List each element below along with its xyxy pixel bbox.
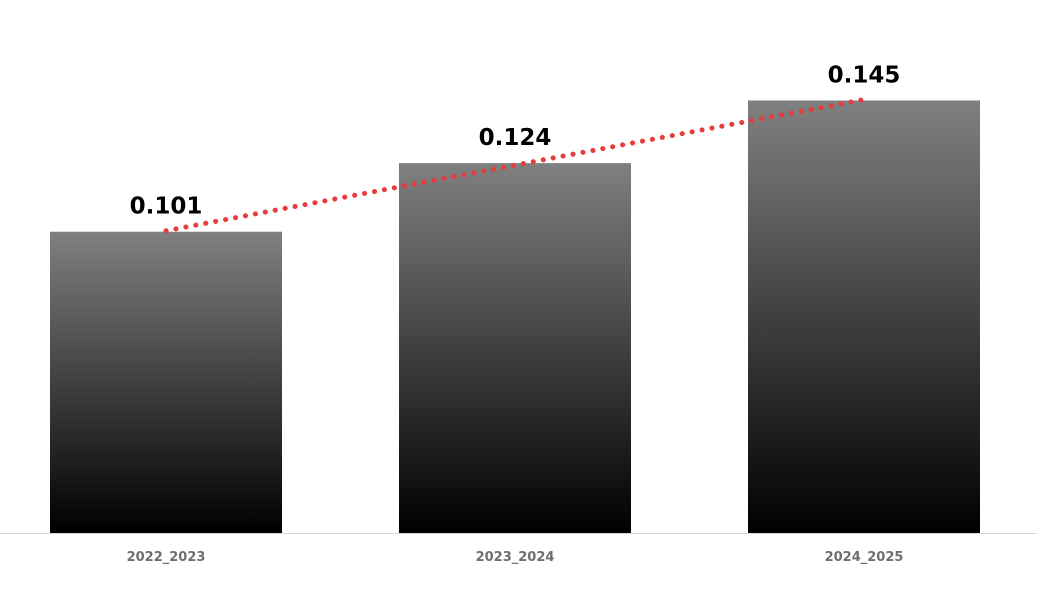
bar-2023_2024 xyxy=(399,163,631,534)
trendline xyxy=(163,96,867,234)
x-tick-labels: 2022_2023 2023_2024 2024_2025 xyxy=(127,550,904,565)
data-label-2022_2023: 0.101 xyxy=(130,194,203,220)
x-tick-label-2022_2023: 2022_2023 xyxy=(127,550,206,565)
bars-layer xyxy=(50,100,980,534)
data-label-2024_2025: 0.145 xyxy=(828,62,901,88)
labels-layer: 0.101 0.124 0.145 xyxy=(130,62,901,219)
x-tick-label-2023_2024: 2023_2024 xyxy=(476,550,555,565)
bar-2024_2025 xyxy=(748,100,980,534)
x-tick-label-2024_2025: 2024_2025 xyxy=(825,550,904,565)
data-label-2023_2024: 0.124 xyxy=(479,125,552,151)
bar-2022_2023 xyxy=(50,231,282,533)
